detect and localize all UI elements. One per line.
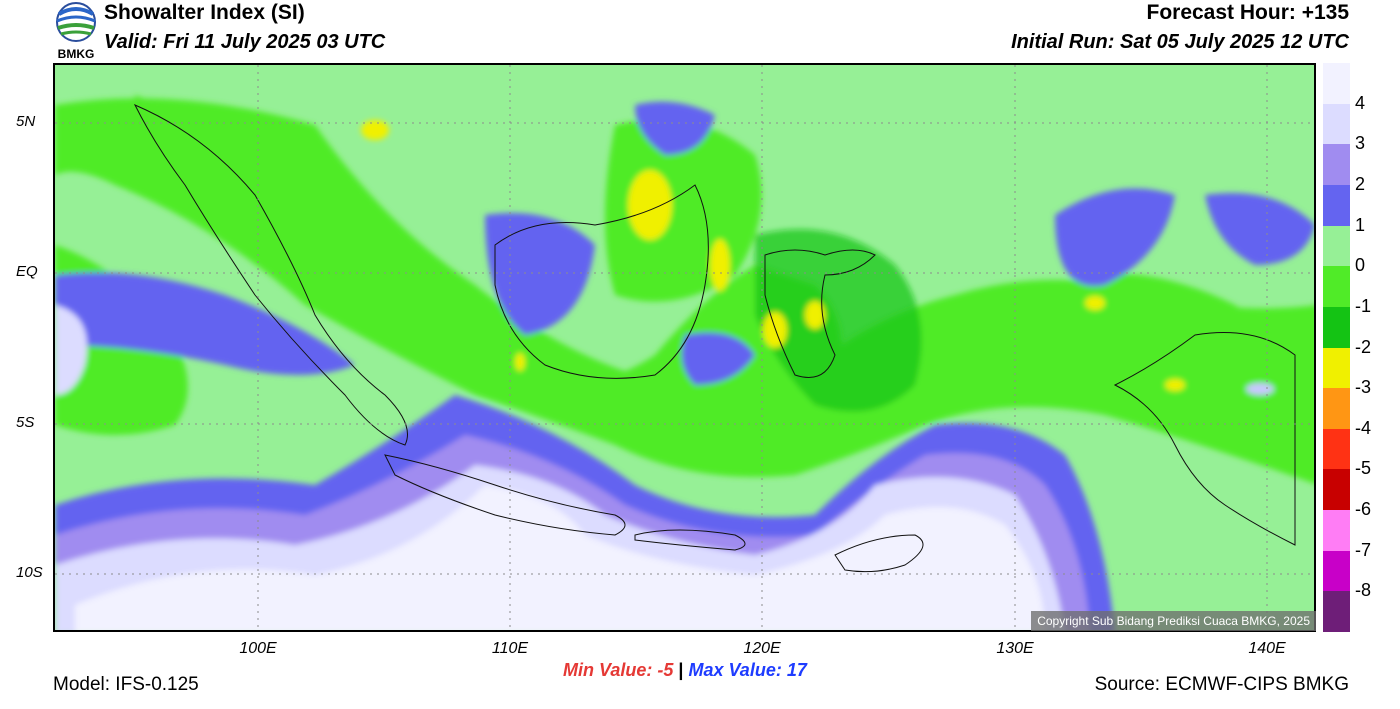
lon-label-120e: 120E bbox=[743, 640, 781, 657]
legend-swatch bbox=[1323, 184, 1350, 227]
legend-label: 0 bbox=[1355, 255, 1366, 276]
legend-label: -1 bbox=[1355, 295, 1372, 316]
source-info: Source: ECMWF-CIPS BMKG bbox=[1094, 674, 1349, 695]
legend-label: 2 bbox=[1355, 173, 1366, 194]
legend-swatch bbox=[1323, 144, 1350, 186]
copyright-notice: Copyright Sub Bidang Prediksi Cuaca BMKG… bbox=[1031, 611, 1316, 631]
legend-swatch bbox=[1323, 550, 1350, 592]
color-legend bbox=[1323, 63, 1350, 633]
legend-swatch bbox=[1323, 306, 1350, 348]
initial-run: Initial Run: Sat 05 July 2025 12 UTC bbox=[1011, 31, 1349, 53]
legend-swatch bbox=[1323, 103, 1350, 145]
legend-swatch bbox=[1323, 388, 1350, 430]
logo-text: BMKG bbox=[58, 47, 95, 60]
lon-label-140e: 140E bbox=[1248, 640, 1286, 657]
model-info: Model: IFS-0.125 bbox=[53, 674, 199, 695]
legend-label: -7 bbox=[1355, 539, 1372, 560]
legend-swatch bbox=[1323, 591, 1350, 633]
lat-label-5s: 5S bbox=[16, 414, 35, 431]
bmkg-logo: BMKG bbox=[56, 2, 96, 60]
lon-label-130e: 130E bbox=[996, 640, 1034, 657]
forecast-hour: Forecast Hour: +135 bbox=[1146, 1, 1350, 24]
legend-swatch bbox=[1323, 469, 1350, 511]
legend-swatch bbox=[1323, 510, 1350, 552]
field-patches bbox=[55, 95, 1314, 630]
forecast-map bbox=[53, 63, 1316, 632]
legend-label: 3 bbox=[1355, 133, 1366, 154]
map-canvas bbox=[55, 65, 1314, 630]
lon-label-110e: 110E bbox=[491, 640, 529, 657]
lon-label-100e: 100E bbox=[239, 640, 277, 657]
legend-swatch bbox=[1323, 428, 1350, 470]
stats-separator: | bbox=[678, 660, 684, 680]
max-label: Max Value: bbox=[688, 660, 782, 680]
max-value: 17 bbox=[786, 660, 807, 680]
legend-swatch bbox=[1323, 266, 1350, 308]
valid-time: Valid: Fri 11 July 2025 03 UTC bbox=[104, 31, 386, 53]
coastlines bbox=[133, 104, 1296, 573]
legend-label: -8 bbox=[1355, 580, 1372, 601]
lat-label-10s: 10S bbox=[16, 564, 43, 581]
legend-label: -5 bbox=[1355, 458, 1372, 479]
min-label: Min Value: bbox=[563, 660, 653, 680]
grid-lines bbox=[55, 65, 1314, 630]
lat-label-5n: 5N bbox=[16, 113, 36, 130]
lat-label-eq: EQ bbox=[16, 263, 38, 280]
chart-title: Showalter Index (SI) bbox=[104, 1, 305, 24]
legend-label: 4 bbox=[1355, 92, 1366, 113]
legend-label: -2 bbox=[1355, 336, 1372, 357]
legend-label: -4 bbox=[1355, 417, 1372, 438]
min-max-values: Min Value: -5 | Max Value: 17 bbox=[563, 660, 807, 681]
min-value: -5 bbox=[657, 660, 674, 680]
legend-label: -6 bbox=[1355, 499, 1372, 520]
legend-swatch bbox=[1323, 347, 1350, 389]
legend-swatch bbox=[1323, 63, 1350, 105]
legend-swatch bbox=[1323, 225, 1350, 267]
legend-label: 1 bbox=[1355, 214, 1366, 235]
legend-label: -3 bbox=[1355, 377, 1372, 398]
